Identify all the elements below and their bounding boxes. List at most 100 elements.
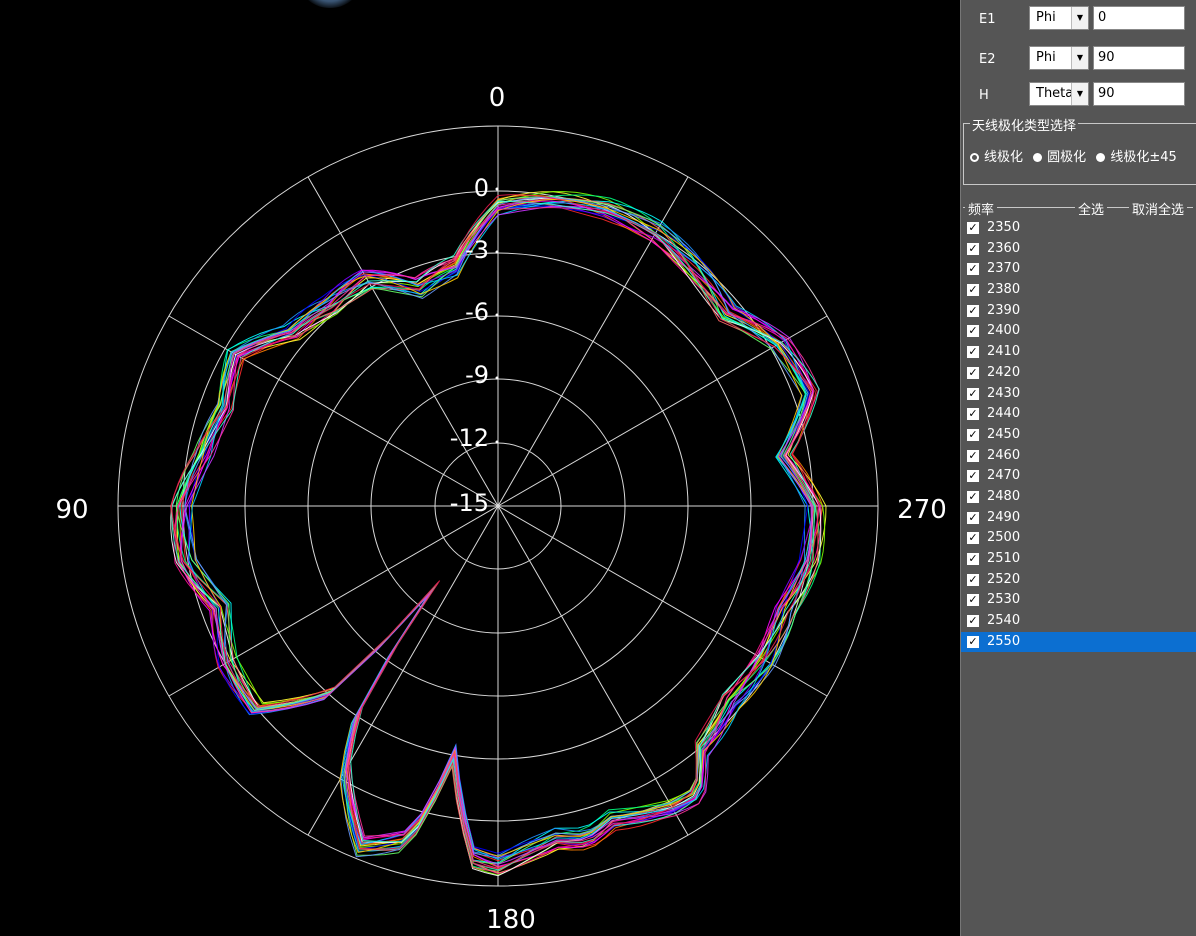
- checkbox-checked-icon[interactable]: ✓: [967, 221, 979, 234]
- frequency-list-item[interactable]: ✓ 2450: [961, 425, 1196, 446]
- decorative-blob: [300, 0, 360, 8]
- angle-label-90: 90: [55, 495, 88, 525]
- checkbox-checked-icon[interactable]: ✓: [967, 634, 979, 648]
- frequency-list-item[interactable]: ✓ 2500: [961, 528, 1196, 549]
- polar-plot-area: 0 90 270 180 0 -3 -6 -9 -12 -15: [0, 0, 960, 936]
- e2-value-input[interactable]: 90: [1093, 46, 1185, 70]
- polar-chart: 0 90 270 180 0 -3 -6 -9 -12 -15: [55, 83, 947, 935]
- radial-tick-label: -3: [465, 236, 489, 264]
- checkbox-checked-icon[interactable]: ✓: [967, 614, 979, 628]
- chevron-down-icon[interactable]: ▼: [1071, 7, 1088, 29]
- polarization-options: 线极化 圆极化 线极化±45: [970, 146, 1183, 165]
- checkbox-checked-icon[interactable]: ✓: [967, 407, 979, 421]
- frequency-label: 2520: [987, 571, 1021, 587]
- frequency-list-item[interactable]: ✓ 2430: [961, 384, 1196, 405]
- checkbox-checked-icon[interactable]: ✓: [967, 552, 979, 565]
- h-row: H Theta ▼ 90: [961, 82, 1196, 110]
- frequency-list-item[interactable]: ✓ 2540: [961, 611, 1196, 632]
- select-all-button[interactable]: 全选: [1075, 199, 1108, 218]
- checkbox-checked-icon[interactable]: ✓: [967, 531, 979, 545]
- radio-linear[interactable]: 线极化: [970, 146, 1023, 165]
- frequency-label: 2480: [987, 488, 1021, 504]
- series-line-2500: [191, 198, 813, 857]
- e1-value-input[interactable]: 0: [1093, 6, 1185, 30]
- frequency-label: 2350: [987, 220, 1021, 235]
- frequency-list-item[interactable]: ✓ 2420: [961, 363, 1196, 384]
- polarization-group: 天线极化类型选择 线极化 圆极化 线极化±45: [963, 115, 1196, 185]
- frequency-label: 2450: [987, 426, 1021, 442]
- frequency-label: 2510: [987, 551, 1021, 566]
- checkbox-checked-icon[interactable]: ✓: [967, 427, 979, 441]
- frequency-list-item[interactable]: ✓ 2380: [961, 280, 1196, 301]
- frequency-label: 2490: [987, 509, 1021, 525]
- deselect-all-button[interactable]: 取消全选: [1129, 199, 1188, 218]
- checkbox-checked-icon[interactable]: ✓: [967, 489, 979, 503]
- radio-icon: [1033, 153, 1043, 162]
- frequency-list-item[interactable]: ✓ 2350: [961, 218, 1196, 239]
- radio-linear-45-label: 线极化±45: [1110, 150, 1177, 165]
- chevron-down-icon[interactable]: ▼: [1071, 83, 1088, 105]
- h-select[interactable]: Theta ▼: [1029, 82, 1089, 106]
- frequency-list-item[interactable]: ✓ 2530: [961, 590, 1196, 611]
- frequency-label: 2440: [987, 406, 1021, 422]
- series-line-2350: [180, 200, 817, 862]
- checkbox-checked-icon[interactable]: ✓: [967, 324, 979, 338]
- frequency-list-item[interactable]: ✓ 2460: [961, 446, 1196, 467]
- e2-row: E2 Phi ▼ 90: [961, 46, 1196, 74]
- e1-select-value: Phi: [1036, 10, 1056, 25]
- e2-select-value: Phi: [1036, 50, 1056, 65]
- checkbox-checked-icon[interactable]: ✓: [967, 469, 979, 483]
- radial-tick-label: 0: [474, 174, 489, 202]
- frequency-label: 2470: [987, 468, 1021, 484]
- frequency-list-item[interactable]: ✓ 2390: [961, 301, 1196, 322]
- checkbox-checked-icon[interactable]: ✓: [967, 365, 979, 379]
- frequency-label: 2410: [987, 344, 1021, 360]
- series-line-2430: [187, 203, 815, 859]
- h-value-input[interactable]: 90: [1093, 82, 1185, 106]
- series-line-2470: [170, 196, 819, 873]
- e1-label: E1: [979, 12, 996, 27]
- e1-select[interactable]: Phi ▼: [1029, 6, 1089, 30]
- checkbox-checked-icon[interactable]: ✓: [967, 510, 979, 524]
- checkbox-checked-icon[interactable]: ✓: [967, 241, 979, 255]
- frequency-label: 2430: [987, 385, 1021, 401]
- frequency-list-item[interactable]: ✓ 2410: [961, 342, 1196, 363]
- frequency-label: 2360: [987, 240, 1021, 256]
- checkbox-checked-icon[interactable]: ✓: [967, 448, 979, 462]
- checkbox-checked-icon[interactable]: ✓: [967, 345, 979, 359]
- frequency-list-item[interactable]: ✓ 2470: [961, 466, 1196, 487]
- e1-row: E1 Phi ▼ 0: [961, 6, 1196, 34]
- angle-label-0: 0: [489, 83, 506, 113]
- series-line-2410: [184, 205, 809, 857]
- checkbox-checked-icon[interactable]: ✓: [967, 262, 979, 276]
- radio-circular[interactable]: 圆极化: [1033, 146, 1086, 165]
- frequency-list-item[interactable]: ✓ 2400: [961, 321, 1196, 342]
- checkbox-checked-icon[interactable]: ✓: [967, 572, 979, 586]
- e2-select[interactable]: Phi ▼: [1029, 46, 1089, 70]
- chevron-down-icon[interactable]: ▼: [1071, 47, 1088, 69]
- checkbox-checked-icon[interactable]: ✓: [967, 386, 979, 400]
- series-line-2480: [175, 196, 815, 865]
- checkbox-checked-icon[interactable]: ✓: [967, 303, 979, 317]
- frequency-list-item[interactable]: ✓ 2520: [961, 570, 1196, 591]
- grid-spoke: [168, 315, 499, 507]
- frequency-list-item[interactable]: ✓ 2490: [961, 508, 1196, 529]
- frequency-list-item[interactable]: ✓ 2360: [961, 239, 1196, 260]
- series-line-2490: [184, 196, 814, 859]
- angle-label-270: 270: [897, 495, 947, 525]
- series-line-2460: [170, 197, 822, 877]
- frequency-label: 2420: [987, 364, 1021, 380]
- checkbox-checked-icon[interactable]: ✓: [967, 283, 979, 297]
- radio-linear-45[interactable]: 线极化±45: [1096, 146, 1177, 165]
- frequency-label: 2390: [987, 302, 1021, 318]
- freq-title: 频率: [965, 199, 998, 218]
- frequency-list-item[interactable]: ✓ 2510: [961, 549, 1196, 570]
- frequency-list-item[interactable]: ✓ 2370: [961, 259, 1196, 280]
- checkbox-checked-icon[interactable]: ✓: [967, 593, 979, 607]
- frequency-list-item[interactable]: ✓ 2480: [961, 487, 1196, 508]
- series-line-2510: [188, 202, 812, 860]
- freq-header: 频率 全选 取消全选: [961, 199, 1196, 218]
- frequency-list-item[interactable]: ✓ 2440: [961, 404, 1196, 425]
- radial-tick-label: -15: [450, 489, 489, 517]
- frequency-list-item[interactable]: ✓ 2550: [961, 631, 1196, 653]
